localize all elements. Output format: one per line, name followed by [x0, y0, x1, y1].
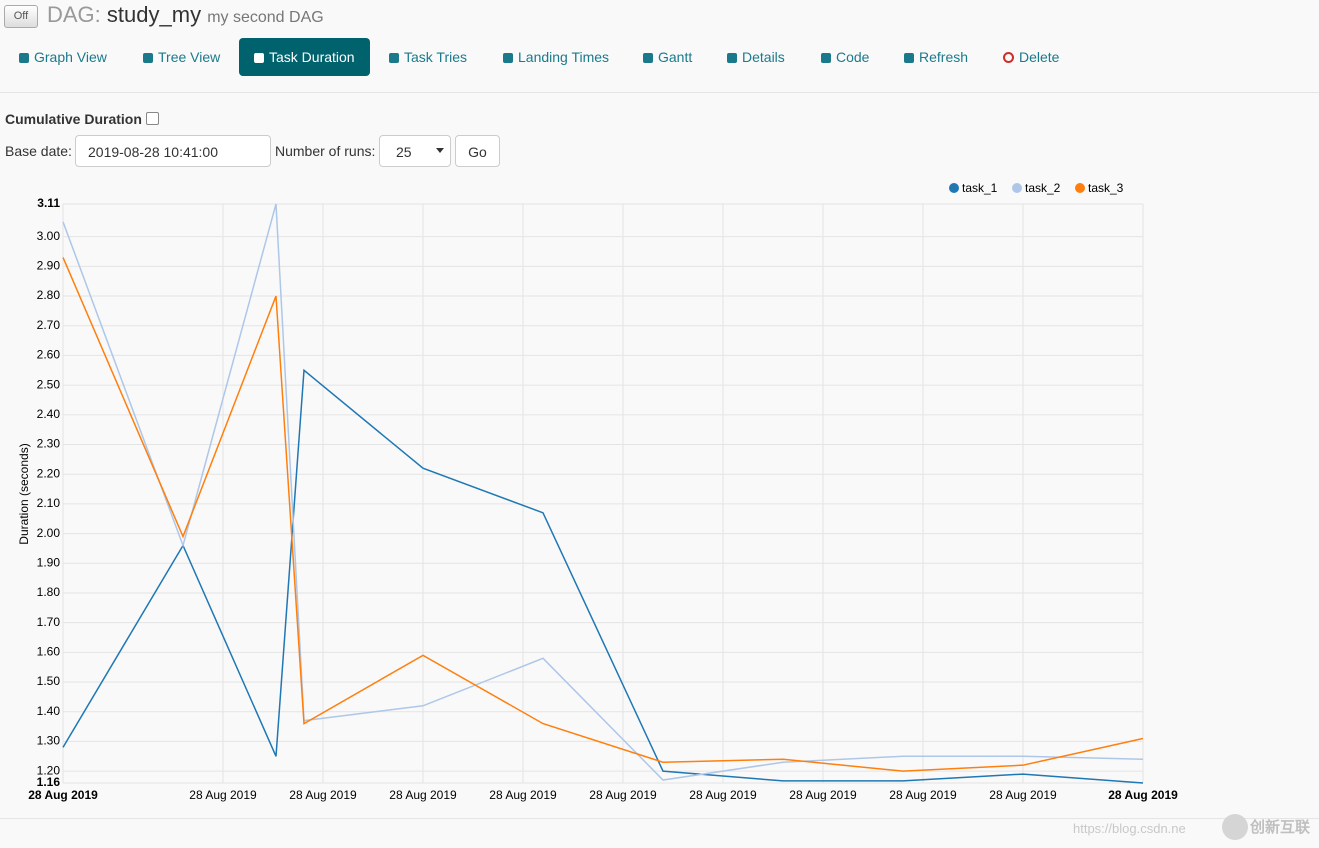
nav-tab[interactable]: Tree View — [143, 38, 220, 76]
x-tick-label: 28 Aug 2019 — [689, 788, 757, 802]
nav-tab[interactable]: Code — [821, 38, 869, 76]
series-line — [62, 257, 1144, 772]
base-date-label: Base date: — [5, 143, 72, 159]
cumulative-label: Cumulative Duration — [5, 111, 142, 127]
x-tick-label: 28 Aug 2019 — [789, 788, 857, 802]
series-line — [62, 368, 1144, 784]
x-tick-label: 28 Aug 2019 — [28, 788, 98, 802]
y-tick-label: 2.20 — [37, 466, 61, 480]
legend-label[interactable]: task_3 — [1088, 181, 1124, 195]
legend-marker — [1012, 183, 1022, 193]
y-tick-label: 3.00 — [37, 229, 61, 243]
nav-tab[interactable]: Graph View — [19, 38, 107, 76]
select-caret — [436, 148, 444, 157]
y-tick-label: 2.30 — [37, 437, 61, 451]
y-tick-label: 1.16 — [37, 775, 61, 789]
dag-prefix: DAG: — [47, 2, 101, 27]
y-tick-label: 2.50 — [37, 377, 61, 391]
nav-tab[interactable]: Landing Times — [503, 38, 609, 76]
legend-marker — [949, 183, 959, 193]
legend-label[interactable]: task_1 — [962, 181, 998, 195]
y-tick-label: 1.20 — [37, 763, 61, 777]
y-tick-label: 1.80 — [37, 585, 61, 599]
x-tick-label: 28 Aug 2019 — [889, 788, 957, 802]
nav-tab[interactable]: Gantt — [643, 38, 692, 76]
x-tick-label: 28 Aug 2019 — [589, 788, 657, 802]
x-tick-label: 28 Aug 2019 — [989, 788, 1057, 802]
y-axis-label: Duration (seconds) — [17, 443, 31, 544]
tab-label: Refresh — [919, 49, 969, 65]
nav-tab[interactable]: Refresh — [904, 38, 968, 76]
nav-tab[interactable]: Task Tries — [389, 38, 467, 76]
dag-description: my second DAG — [207, 9, 324, 26]
tab-label: Delete — [1019, 49, 1060, 65]
y-tick-label: 2.00 — [37, 526, 61, 540]
go-button[interactable]: Go — [455, 135, 500, 167]
tab-label: Gantt — [658, 49, 693, 65]
y-tick-label: 1.40 — [37, 704, 61, 718]
watermark-url: https://blog.csdn.ne — [1073, 821, 1186, 836]
y-tick-label: 1.90 — [37, 555, 61, 569]
runs-value: 25 — [396, 144, 412, 160]
y-tick-label: 2.60 — [37, 348, 61, 362]
tab-label: Code — [836, 49, 870, 65]
x-tick-label: 28 Aug 2019 — [489, 788, 557, 802]
divider — [0, 92, 1319, 93]
dag-id: study_my — [106, 2, 202, 27]
nav-tab[interactable]: Delete — [1003, 38, 1059, 76]
x-tick-label: 28 Aug 2019 — [1108, 788, 1178, 802]
legend-marker — [1075, 183, 1085, 193]
y-tick-label: 2.10 — [37, 496, 61, 510]
base-date-input[interactable]: 2019-08-28 10:41:00 — [75, 135, 271, 167]
tab-label: Graph View — [34, 49, 107, 65]
y-tick-label: 2.40 — [37, 407, 61, 421]
divider — [0, 818, 1319, 819]
tab-label: Tree View — [158, 49, 221, 65]
tab-label: Landing Times — [518, 49, 610, 65]
watermark-brand: 创新互联 — [1250, 819, 1311, 836]
y-tick-label: 1.50 — [37, 674, 61, 688]
y-tick-label: 3.11 — [37, 196, 60, 210]
tab-label: Task Duration — [269, 49, 355, 65]
runs-label: Number of runs: — [275, 143, 376, 159]
y-tick-label: 2.90 — [37, 259, 61, 273]
y-tick-label: 1.70 — [37, 615, 61, 629]
watermark-logo — [1222, 814, 1248, 840]
y-tick-label: 2.80 — [37, 288, 61, 302]
runs-select[interactable]: 25 — [379, 135, 451, 167]
cumulative-checkbox[interactable] — [146, 112, 159, 125]
dag-title: DAG: study_my my second DAG — [47, 2, 324, 28]
x-tick-label: 28 Aug 2019 — [189, 788, 257, 802]
legend-label[interactable]: task_2 — [1025, 181, 1061, 195]
nav-tab[interactable]: Details — [727, 38, 785, 76]
x-tick-label: 28 Aug 2019 — [289, 788, 357, 802]
tab-label: Task Tries — [404, 49, 468, 65]
tab-label: Details — [742, 49, 785, 65]
x-tick-label: 28 Aug 2019 — [389, 788, 457, 802]
y-tick-label: 1.60 — [37, 645, 61, 659]
y-tick-label: 1.30 — [37, 734, 61, 748]
series-line — [62, 203, 1144, 781]
nav-tab-active[interactable]: Task Duration — [239, 38, 370, 76]
pause-toggle[interactable]: Off — [4, 5, 38, 28]
y-tick-label: 2.70 — [37, 318, 61, 332]
